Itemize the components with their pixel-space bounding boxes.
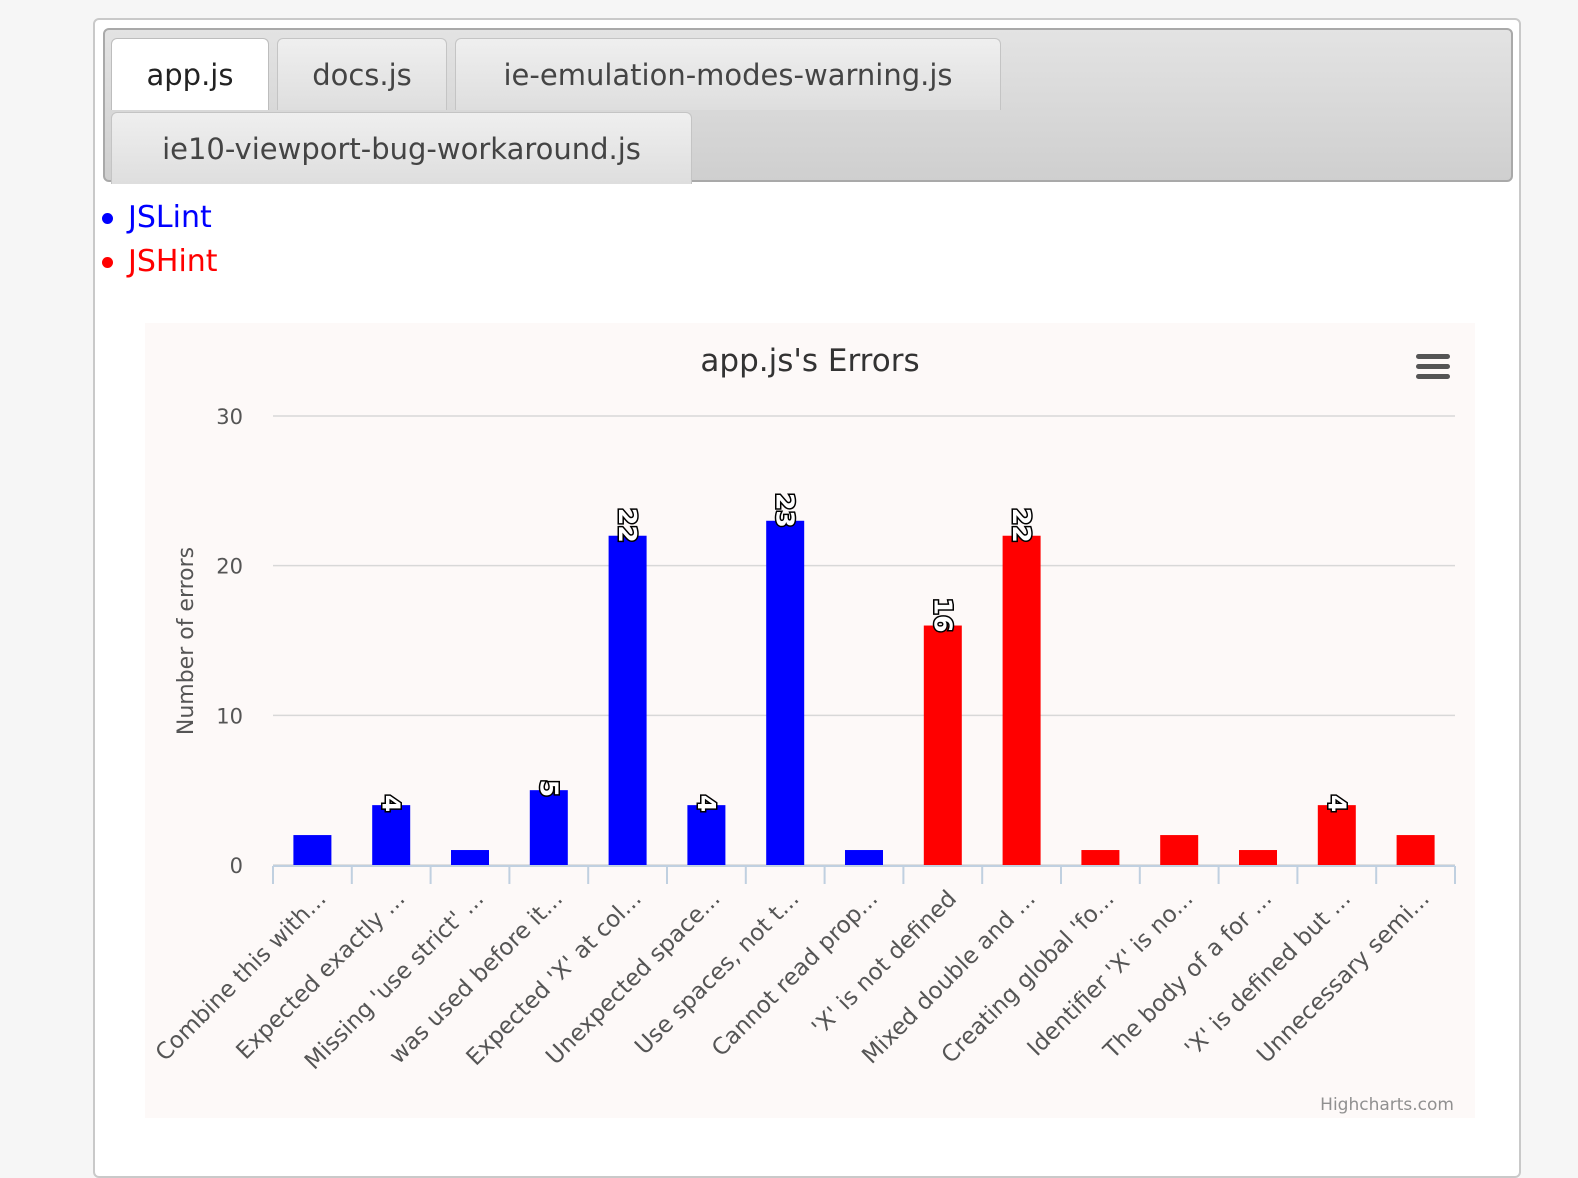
x-axis: [272, 865, 1456, 884]
bar: [845, 850, 883, 865]
bar: [1396, 835, 1435, 865]
tab-docs-js[interactable]: docs.js: [277, 38, 447, 110]
legend-dot-jshint: [102, 257, 113, 268]
legend-item-jslint: JSLint: [100, 196, 218, 240]
file-tabs: app.js docs.js ie-emulation-modes-warnin…: [103, 28, 1513, 184]
bar-value-label: 5: [534, 780, 563, 797]
chart-title: app.js's Errors: [700, 343, 919, 379]
hamburger-menu-icon[interactable]: [1416, 354, 1450, 379]
chart-menu-button[interactable]: [1408, 346, 1454, 388]
tab-ie-emulation-modes-warning-js[interactable]: ie-emulation-modes-warning.js: [455, 38, 1001, 110]
bar-value-label: 4: [377, 795, 406, 812]
bar: [766, 520, 805, 865]
errors-chart: app.js's Errors 0 10 20 30 Number of errors…: [145, 323, 1475, 1118]
errors-chart-svg: app.js's Errors 0 10 20 30 Number of errors…: [145, 323, 1475, 1118]
legend-label-jslint: JSLint: [128, 200, 212, 235]
y-tick-label: 30: [216, 405, 243, 429]
legend-dot-jslint: [102, 213, 113, 224]
bar: [608, 535, 647, 865]
chart-bars: 4 5 22 4 23 16 22 4: [293, 491, 1435, 865]
bar: [923, 625, 962, 865]
linter-legend: JSLint JSHint: [100, 196, 218, 284]
bar-value-label: 23: [771, 493, 800, 528]
y-tick-label: 0: [230, 854, 243, 878]
y-tick-label: 20: [216, 555, 243, 579]
y-axis-title: Number of errors: [174, 547, 199, 735]
bar-value-label: 22: [1007, 508, 1036, 543]
bar: [372, 805, 411, 865]
bar: [687, 805, 726, 865]
legend-label-jshint: JSHint: [128, 244, 218, 279]
bar-value-label: 4: [692, 795, 721, 812]
bar-value-label: 16: [928, 598, 957, 633]
tab-ie10-viewport-bug-workaround-js[interactable]: ie10-viewport-bug-workaround.js: [111, 112, 692, 184]
y-tick-label: 10: [216, 704, 243, 728]
bar: [293, 835, 332, 865]
chart-background: [145, 323, 1475, 1118]
bar: [1160, 835, 1199, 865]
bar: [1081, 850, 1120, 865]
bar: [1317, 805, 1356, 865]
legend-item-jshint: JSHint: [100, 240, 218, 284]
bar-value-label: 4: [1322, 795, 1351, 812]
bar: [1239, 850, 1277, 865]
bar: [451, 850, 489, 865]
bar-value-label: 22: [613, 508, 642, 543]
tab-app-js[interactable]: app.js: [111, 38, 269, 110]
bar: [529, 790, 568, 865]
chart-credits: Highcharts.com: [1320, 1095, 1454, 1115]
y-axis-ticks: 0 10 20 30: [216, 405, 243, 878]
bar: [1002, 535, 1041, 865]
